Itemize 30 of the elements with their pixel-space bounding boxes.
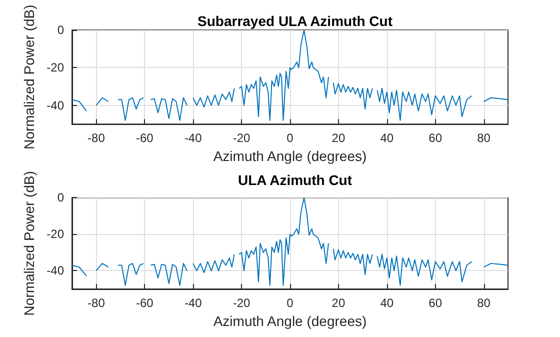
y-tick-label: 0 <box>57 190 64 205</box>
x-tick-label: -80 <box>88 296 106 310</box>
x-tick-label: 60 <box>428 131 442 146</box>
x-tick-label: 40 <box>380 131 394 146</box>
y-axis-title: Normalized Power (dB) <box>20 4 37 150</box>
y-axis-title: Normalized Power (dB) <box>20 170 37 316</box>
x-tick-label: -60 <box>136 296 154 310</box>
chart-title: ULA Azimuth Cut <box>238 172 352 188</box>
x-tick-label: -40 <box>184 296 202 310</box>
y-tick-label: -40 <box>46 98 64 112</box>
x-tick-label: 0 <box>286 131 294 146</box>
x-tick-label: 40 <box>380 296 394 310</box>
x-tick-label: 60 <box>428 296 442 310</box>
x-axis-title: Azimuth Angle (degrees) <box>213 312 367 329</box>
y-tick-label: -20 <box>46 60 64 75</box>
x-tick-label: -40 <box>184 131 202 146</box>
x-tick-label: -20 <box>232 296 251 310</box>
x-axis-title: Azimuth Angle (degrees) <box>213 148 367 164</box>
x-tick-label: -80 <box>88 131 106 146</box>
x-tick-label: -20 <box>232 131 251 146</box>
x-tick-label: 20 <box>332 131 346 146</box>
x-tick-label: 20 <box>332 296 346 310</box>
y-tick-label: 0 <box>57 23 64 37</box>
y-tick-label: -20 <box>46 227 64 242</box>
x-tick-label: 0 <box>286 296 294 310</box>
x-tick-label: -60 <box>136 131 154 146</box>
y-tick-label: -40 <box>46 264 64 278</box>
x-tick-label: 80 <box>477 131 491 146</box>
chart-title: Subarrayed ULA Azimuth Cut <box>198 13 393 29</box>
x-tick-label: 80 <box>477 296 491 310</box>
